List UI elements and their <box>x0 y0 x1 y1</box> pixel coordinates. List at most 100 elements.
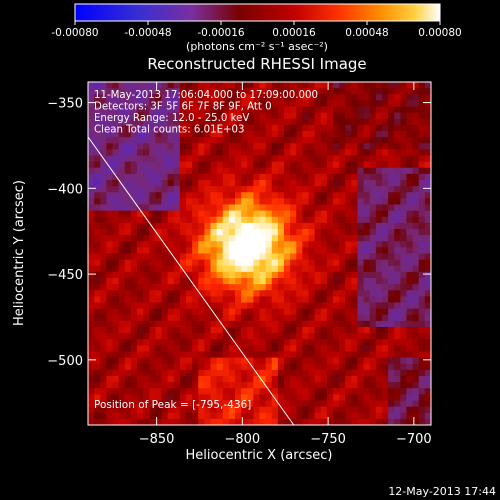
heatmap-cell <box>235 284 242 291</box>
heatmap-cell <box>326 259 334 267</box>
heatmap-cell <box>265 167 273 175</box>
heatmap-cell <box>375 235 383 242</box>
heatmap-cell <box>277 192 285 199</box>
heatmap-cell <box>118 320 126 328</box>
heatmap-cell <box>369 320 377 328</box>
heatmap-cell <box>118 308 126 316</box>
heatmap-cell <box>186 327 193 334</box>
heatmap-cell <box>106 161 113 169</box>
heatmap-cell <box>314 259 322 267</box>
heatmap-cell <box>179 284 187 291</box>
heatmap-cell <box>192 418 199 425</box>
heatmap-cell <box>394 369 401 377</box>
heatmap-cell <box>388 192 395 199</box>
heatmap-cell <box>388 400 395 408</box>
heatmap-cell <box>345 161 352 169</box>
heatmap-cell <box>406 418 414 425</box>
heatmap-cell <box>192 357 199 365</box>
heatmap-cell <box>357 149 365 156</box>
heatmap-cell <box>333 400 340 408</box>
heatmap-cell <box>265 418 273 425</box>
heatmap-cell <box>253 88 260 95</box>
heatmap-cell <box>130 155 138 163</box>
heatmap-cell <box>155 186 162 193</box>
heatmap-cell <box>130 253 138 261</box>
heatmap-cell <box>375 180 383 187</box>
heatmap-cell <box>284 253 291 261</box>
heatmap-cell <box>143 149 150 156</box>
heatmap-cell <box>302 314 309 322</box>
heatmap-cell <box>363 100 371 107</box>
heatmap-cell <box>179 131 187 138</box>
heatmap-cell <box>363 222 371 230</box>
heatmap-cell <box>186 198 193 205</box>
heatmap-cell <box>290 118 297 126</box>
heatmap-cell <box>406 167 414 175</box>
heatmap-cell <box>357 82 365 89</box>
heatmap-cell <box>186 369 193 377</box>
heatmap-cell <box>339 406 346 414</box>
heatmap-cell <box>167 314 175 322</box>
heatmap-cell <box>277 357 285 365</box>
heatmap-cell <box>363 253 371 261</box>
heatmap-cell <box>296 229 303 236</box>
heatmap-cell <box>241 382 248 389</box>
heatmap-cell <box>369 247 377 254</box>
heatmap-cell <box>100 314 107 322</box>
heatmap-cell <box>143 284 150 291</box>
heatmap-cell <box>314 118 322 126</box>
heatmap-cell <box>296 137 303 144</box>
heatmap-cell <box>265 412 273 420</box>
heatmap-cell <box>394 253 401 261</box>
heatmap-cell <box>418 124 426 132</box>
heatmap-cell <box>394 173 401 181</box>
heatmap-cell <box>88 94 95 101</box>
heatmap-cell <box>351 418 358 425</box>
heatmap-cell <box>308 259 316 267</box>
heatmap-cell <box>112 308 120 316</box>
heatmap-cell <box>130 204 138 212</box>
heatmap-cell <box>265 88 273 95</box>
heatmap-cell <box>394 363 401 371</box>
heatmap-cell <box>241 308 248 316</box>
heatmap-cell <box>308 308 316 316</box>
heatmap-cell <box>375 124 383 132</box>
heatmap-cell <box>290 394 297 401</box>
heatmap-cell <box>173 418 181 425</box>
heatmap-cell <box>149 406 156 414</box>
heatmap-cell <box>204 112 211 120</box>
heatmap-cell <box>400 82 407 89</box>
heatmap-cell <box>94 259 101 267</box>
heatmap-cell <box>345 192 352 199</box>
heatmap-cell <box>424 302 431 310</box>
heatmap-cell <box>143 106 150 114</box>
heatmap-cell <box>418 271 426 279</box>
heatmap-cell <box>369 180 377 187</box>
heatmap-cell <box>345 363 352 371</box>
heatmap-cell <box>210 320 218 328</box>
heatmap-cell <box>198 180 205 187</box>
heatmap-cell <box>357 253 365 261</box>
heatmap-cell <box>394 229 401 236</box>
heatmap-cell <box>204 253 211 261</box>
heatmap-cell <box>277 418 285 425</box>
heatmap-cell <box>210 106 218 114</box>
heatmap-cell <box>228 222 236 230</box>
heatmap-cell <box>345 333 352 340</box>
heatmap-cell <box>424 235 431 242</box>
heatmap-cell <box>375 216 383 224</box>
heatmap-cell <box>363 247 371 254</box>
heatmap-cell <box>100 124 107 132</box>
heatmap-cell <box>161 406 169 414</box>
heatmap-cell <box>94 247 101 254</box>
heatmap-cell <box>400 100 407 107</box>
heatmap-cell <box>228 100 236 107</box>
heatmap-cell <box>265 271 273 279</box>
heatmap-cell <box>94 88 101 95</box>
heatmap-cell <box>363 376 371 383</box>
heatmap-cell <box>400 412 407 420</box>
heatmap-cell <box>314 271 322 279</box>
heatmap-cell <box>210 192 218 199</box>
heatmap-cell <box>265 308 273 316</box>
heatmap-cell <box>118 137 126 144</box>
